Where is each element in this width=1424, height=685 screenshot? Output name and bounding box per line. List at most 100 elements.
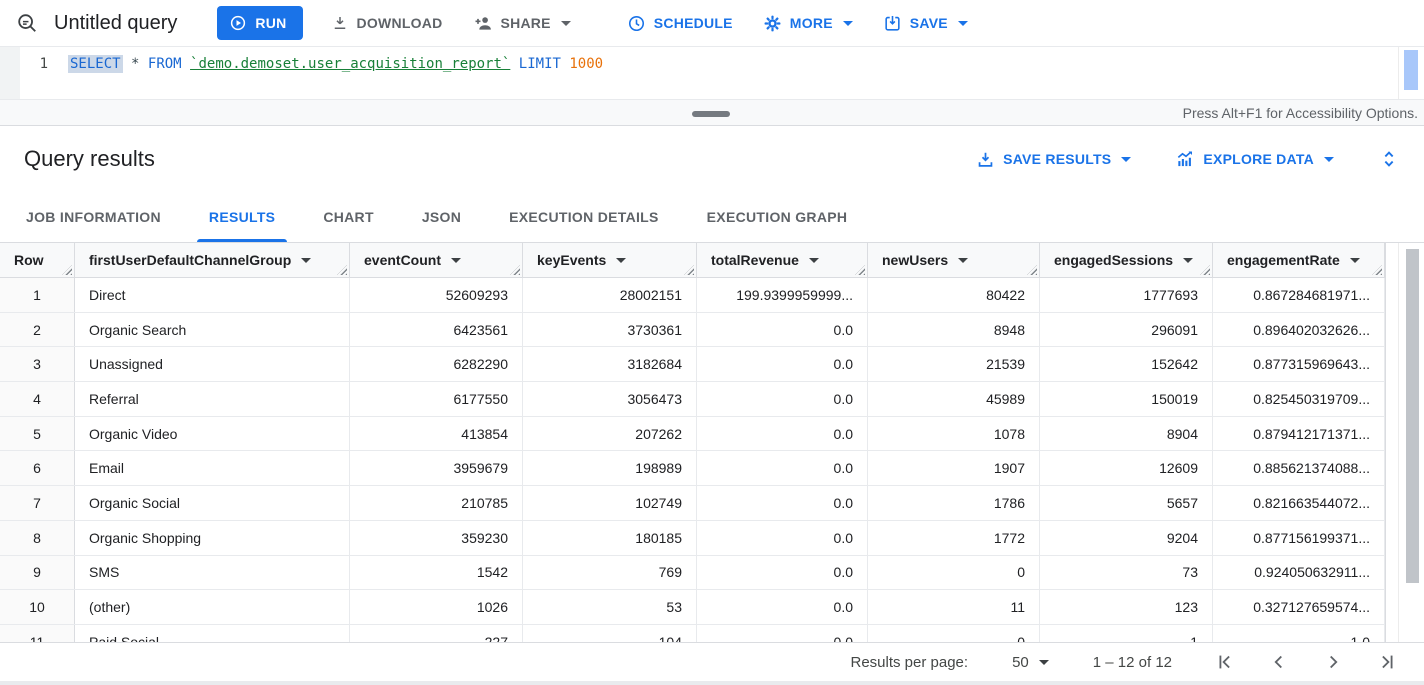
gear-icon bbox=[763, 14, 782, 33]
editor-scrollbar-thumb[interactable] bbox=[1404, 50, 1418, 90]
sort-menu-icon[interactable] bbox=[451, 257, 461, 263]
sql-table-reference-link[interactable]: `demo.demoset.user_acquisition_report` bbox=[190, 56, 511, 72]
more-button[interactable]: MORE bbox=[763, 14, 853, 33]
data-cell: 0.0 bbox=[697, 312, 868, 347]
tab-job-information[interactable]: JOB INFORMATION bbox=[26, 209, 161, 225]
data-cell: 1777693 bbox=[1040, 278, 1213, 312]
column-resize-handle[interactable] bbox=[1372, 265, 1382, 275]
column-header-eventCount[interactable]: eventCount bbox=[350, 243, 523, 277]
data-cell: Organic Search bbox=[75, 312, 350, 347]
column-resize-handle[interactable] bbox=[855, 265, 865, 275]
data-cell: 0.821663544072... bbox=[1213, 486, 1385, 520]
column-resize-handle[interactable] bbox=[684, 265, 694, 275]
next-page-button[interactable] bbox=[1322, 651, 1344, 673]
data-cell: 227 bbox=[350, 624, 523, 642]
sql-editor[interactable]: 1 SELECT * FROM `demo.demoset.user_acqui… bbox=[0, 47, 1424, 99]
person-add-icon bbox=[473, 13, 493, 33]
data-cell: 769 bbox=[523, 555, 697, 590]
tab-json[interactable]: JSON bbox=[421, 209, 462, 225]
data-cell: 11 bbox=[868, 590, 1040, 624]
share-button[interactable]: SHARE bbox=[473, 13, 571, 33]
data-cell: 1078 bbox=[868, 416, 1040, 451]
sql-star: * bbox=[131, 56, 140, 72]
data-cell: 0.924050632911... bbox=[1213, 555, 1385, 590]
query-toolbar: Untitled query RUN DOWNLOAD SHARE SCHEDU… bbox=[0, 0, 1424, 47]
row-number-cell: 3 bbox=[0, 347, 75, 382]
sql-keyword-from: FROM bbox=[147, 56, 182, 72]
row-number-cell: 5 bbox=[0, 416, 75, 451]
sort-menu-icon[interactable] bbox=[808, 257, 819, 263]
column-label: engagedSessions bbox=[1054, 252, 1174, 268]
table-row: 11 Paid Social 227 104 0.0 0 1 1.0 bbox=[0, 624, 1424, 642]
row-number-cell: 10 bbox=[0, 590, 75, 624]
pane-divider: Press Alt+F1 for Accessibility Options. bbox=[0, 99, 1424, 126]
column-label: engagementRate bbox=[1227, 252, 1340, 268]
data-cell: 198989 bbox=[523, 451, 697, 486]
tab-execution-graph[interactable]: EXECUTION GRAPH bbox=[706, 209, 848, 225]
data-cell: 0.0 bbox=[697, 451, 868, 486]
explore-data-button[interactable]: EXPLORE DATA bbox=[1175, 149, 1334, 169]
tab-chart[interactable]: CHART bbox=[323, 209, 374, 225]
sort-menu-icon[interactable] bbox=[616, 257, 627, 263]
pane-resize-handle[interactable] bbox=[692, 111, 730, 117]
sort-menu-icon[interactable] bbox=[301, 257, 312, 263]
column-header-totalRevenue[interactable]: totalRevenue bbox=[697, 243, 868, 277]
column-header-row[interactable]: Row bbox=[0, 243, 75, 277]
sql-code-line[interactable]: SELECT * FROM `demo.demoset.user_acquisi… bbox=[48, 47, 603, 99]
column-label: newUsers bbox=[882, 252, 949, 268]
accessibility-hint: Press Alt+F1 for Accessibility Options. bbox=[1182, 104, 1418, 121]
row-number-cell: 9 bbox=[0, 555, 75, 590]
column-header-engagementRate[interactable]: engagementRate bbox=[1213, 243, 1385, 277]
line-number: 1 bbox=[39, 56, 48, 72]
table-scrollbar[interactable] bbox=[1385, 243, 1424, 642]
download-button[interactable]: DOWNLOAD bbox=[331, 14, 443, 32]
data-cell: 6423561 bbox=[350, 312, 523, 347]
last-page-button[interactable] bbox=[1376, 651, 1398, 673]
schedule-button[interactable]: SCHEDULE bbox=[627, 14, 733, 33]
data-cell: 413854 bbox=[350, 416, 523, 451]
column-resize-handle[interactable] bbox=[1027, 265, 1037, 275]
data-cell: 8904 bbox=[1040, 416, 1213, 451]
column-header-engagedSessions[interactable]: engagedSessions bbox=[1040, 243, 1213, 277]
data-cell: 3730361 bbox=[523, 312, 697, 347]
row-number-cell: 11 bbox=[0, 624, 75, 642]
data-cell: 199.9399959999... bbox=[697, 278, 868, 312]
column-header-keyEvents[interactable]: keyEvents bbox=[523, 243, 697, 277]
expand-collapse-button[interactable] bbox=[1378, 148, 1400, 170]
table-scrollbar-thumb[interactable] bbox=[1406, 249, 1419, 583]
column-header-firstUserDefaultChannelGroup[interactable]: firstUserDefaultChannelGroup bbox=[75, 243, 350, 277]
tab-results[interactable]: RESULTS bbox=[185, 192, 299, 242]
save-results-button[interactable]: SAVE RESULTS bbox=[976, 150, 1132, 169]
data-cell: 3056473 bbox=[523, 382, 697, 416]
data-cell: 0.877315969643... bbox=[1213, 347, 1385, 382]
data-cell: 102749 bbox=[523, 486, 697, 520]
first-page-button[interactable] bbox=[1214, 651, 1236, 673]
chevron-down-icon bbox=[1038, 659, 1049, 665]
table-row: 3 Unassigned 6282290 3182684 0.0 21539 152642 0… bbox=[0, 347, 1424, 383]
data-cell: 0.879412171371... bbox=[1213, 416, 1385, 451]
table-row: 1 Direct 52609293 28002151 199.9399959999...… bbox=[0, 278, 1424, 313]
column-resize-handle[interactable] bbox=[337, 265, 347, 275]
column-resize-handle[interactable] bbox=[62, 265, 72, 275]
data-cell: 9204 bbox=[1040, 520, 1213, 555]
tab-execution-details[interactable]: EXECUTION DETAILS bbox=[509, 209, 659, 225]
query-title: Untitled query bbox=[54, 11, 178, 34]
sort-menu-icon[interactable] bbox=[958, 257, 969, 263]
previous-page-button[interactable] bbox=[1268, 651, 1290, 673]
page-size-select[interactable]: 50 bbox=[1012, 654, 1049, 671]
query-results-title: Query results bbox=[24, 146, 155, 171]
results-per-page-label: Results per page: bbox=[850, 653, 969, 671]
column-header-newUsers[interactable]: newUsers bbox=[868, 243, 1040, 277]
column-resize-handle[interactable] bbox=[510, 265, 520, 275]
save-button[interactable]: SAVE bbox=[883, 14, 968, 33]
column-resize-handle[interactable] bbox=[1200, 265, 1210, 275]
data-cell: 180185 bbox=[523, 520, 697, 555]
data-cell: (other) bbox=[75, 590, 350, 624]
table-row: 7 Organic Social 210785 102749 0.0 1786 5657 0.… bbox=[0, 486, 1424, 521]
table-row: 10 (other) 1026 53 0.0 11 123 0.327127659574... bbox=[0, 590, 1424, 625]
sort-menu-icon[interactable] bbox=[1183, 257, 1194, 263]
table-row: 6 Email 3959679 198989 0.0 1907 12609 0.8856213… bbox=[0, 451, 1424, 487]
data-cell: 3182684 bbox=[523, 347, 697, 382]
run-button[interactable]: RUN bbox=[217, 6, 303, 40]
sort-menu-icon[interactable] bbox=[1349, 257, 1360, 263]
